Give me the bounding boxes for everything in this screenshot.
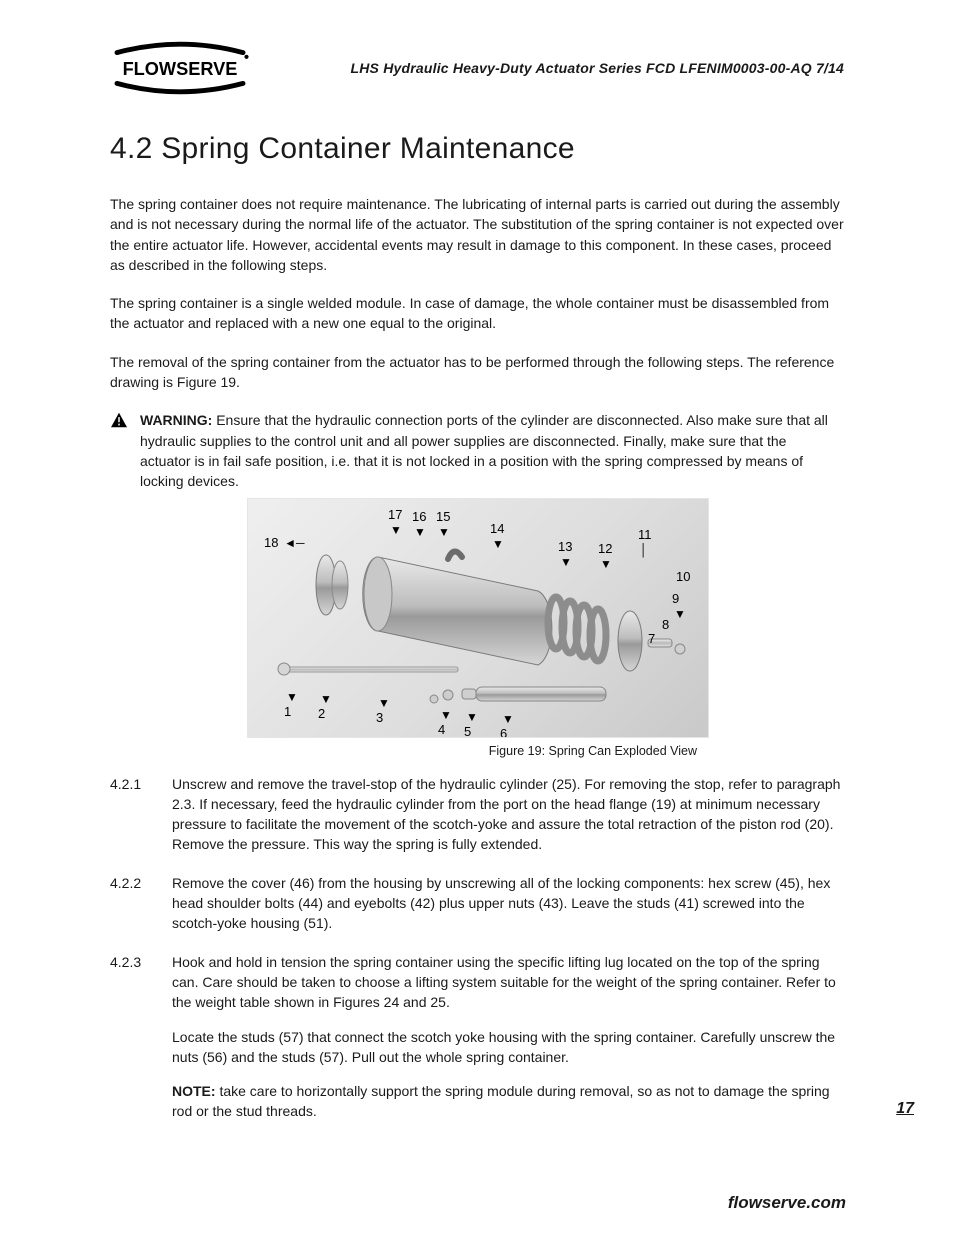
warning-text: WARNING: Ensure that the hydraulic conne… — [140, 410, 840, 491]
callout-6: ▼6 — [500, 711, 516, 738]
callout-17: 17▼ — [388, 507, 404, 537]
intro-paragraph-3: The removal of the spring container from… — [110, 352, 844, 393]
note-text: take care to horizontally support the sp… — [172, 1083, 830, 1119]
document-id: LHS Hydraulic Heavy-Duty Actuator Series… — [351, 60, 845, 76]
step-number: 4.2.3 — [110, 952, 154, 1122]
step-number: 4.2.1 — [110, 774, 154, 855]
footer-site: flowserve.com — [728, 1193, 846, 1213]
page: FLOWSERVE LHS Hydraulic Heavy-Duty Actua… — [0, 0, 954, 1235]
callout-1: ▼1 — [284, 689, 300, 719]
intro-paragraph-1: The spring container does not require ma… — [110, 194, 844, 275]
callout-4: ▼4 — [438, 707, 454, 737]
callout-11: 11│ — [638, 527, 652, 557]
callout-10: 10 — [676, 569, 690, 584]
step-text: Locate the studs (57) that connect the s… — [172, 1027, 844, 1068]
step-text: Unscrew and remove the travel-stop of th… — [172, 774, 844, 855]
logo-text: FLOWSERVE — [123, 59, 238, 79]
figure-caption: Figure 19: Spring Can Exploded View — [247, 744, 697, 758]
note-label: NOTE: — [172, 1083, 216, 1099]
step-number: 4.2.2 — [110, 873, 154, 934]
step-text: Remove the cover (46) from the housing b… — [172, 873, 844, 934]
page-number: 17 — [896, 1100, 914, 1118]
callout-7: 7 — [648, 631, 655, 646]
step-text: Hook and hold in tension the spring cont… — [172, 952, 844, 1013]
page-header: FLOWSERVE LHS Hydraulic Heavy-Duty Actua… — [110, 40, 844, 96]
step-4-2-1: 4.2.1 Unscrew and remove the travel-stop… — [110, 774, 844, 855]
callout-8: 8 — [662, 617, 669, 632]
callout-9: 9▼ — [672, 591, 688, 621]
callout-15: 15▼ — [436, 509, 452, 539]
warning-body: Ensure that the hydraulic connection por… — [140, 412, 828, 489]
callout-2: ▼2 — [318, 691, 334, 721]
step-4-2-3: 4.2.3 Hook and hold in tension the sprin… — [110, 952, 844, 1122]
step-4-2-2: 4.2.2 Remove the cover (46) from the hou… — [110, 873, 844, 934]
callout-16: 16▼ — [412, 509, 428, 539]
callout-3: ▼3 — [376, 695, 392, 725]
callout-12: 12▼ — [598, 541, 614, 571]
callout-5: ▼5 — [464, 709, 480, 738]
warning-block: WARNING: Ensure that the hydraulic conne… — [110, 410, 844, 491]
callout-13: 13▼ — [558, 539, 574, 569]
figure-image: 18 ◄─ 17▼ 16▼ 15▼ 14▼ 13▼ 12▼ 11│ 10 9▼ … — [247, 498, 709, 738]
flowserve-logo: FLOWSERVE — [110, 40, 250, 96]
warning-icon — [110, 412, 128, 428]
figure-19: 18 ◄─ 17▼ 16▼ 15▼ 14▼ 13▼ 12▼ 11│ 10 9▼ … — [247, 498, 707, 758]
intro-paragraph-2: The spring container is a single welded … — [110, 293, 844, 334]
callout-14: 14▼ — [490, 521, 506, 551]
note: NOTE: take care to horizontally support … — [172, 1081, 844, 1122]
callout-18: 18 ◄─ — [264, 535, 306, 550]
warning-label: WARNING: — [140, 412, 212, 428]
section-title: 4.2 Spring Container Maintenance — [110, 132, 844, 166]
